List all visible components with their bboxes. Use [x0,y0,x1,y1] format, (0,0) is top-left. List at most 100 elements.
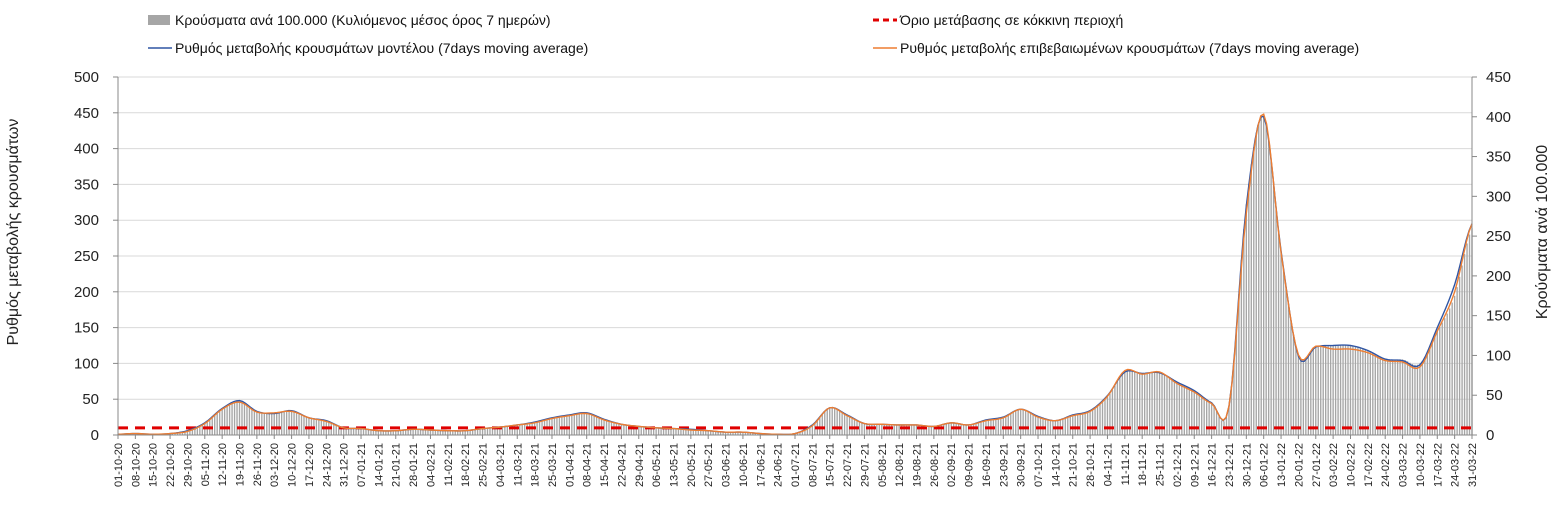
bar [796,432,799,435]
x-tick-label: 18-11-21 [1137,443,1149,486]
bar [481,428,484,435]
bar [640,426,642,435]
bar [868,424,871,435]
bar [261,412,263,435]
bar [496,427,499,435]
bar [519,424,521,435]
y2-tick-label: 50 [1486,387,1503,404]
bar [1121,374,1124,435]
bar [400,429,402,435]
bar [804,429,806,435]
bar [194,428,196,435]
bar [940,424,942,435]
bar [1171,378,1173,435]
legend-label: Ρυθμός μεταβολής επιβεβαιωμένων κρουσμάτ… [900,40,1359,56]
bar [300,415,303,435]
bar [273,413,275,435]
bar [397,430,399,435]
bar [1052,420,1054,435]
bar [1143,373,1146,435]
bar [578,413,580,435]
bar [409,429,412,435]
y2-tick-label: 250 [1486,228,1511,245]
bar [1421,360,1424,435]
y2-tick-label: 300 [1486,188,1511,205]
x-tick-label: 28-10-21 [1085,443,1097,487]
bar [724,431,727,435]
bar [598,417,600,435]
bar [566,415,568,435]
bar [1248,183,1250,435]
bar [836,408,838,435]
bar [419,429,422,435]
y-axis-title: Ρυθμός μεταβολής κρουσμάτων [5,119,22,346]
bar [1037,415,1039,435]
bar [903,425,905,435]
bar [1131,371,1133,435]
bar [538,421,541,435]
bar [1260,116,1262,435]
bar [1394,359,1396,435]
bar [524,423,526,435]
bar [241,402,243,435]
bar [1349,345,1352,435]
bar [412,429,414,435]
x-tick-label: 03-12-20 [269,443,281,487]
bar [424,429,427,435]
bar [871,424,873,435]
bar [479,428,481,435]
bar [1116,381,1119,435]
bar [1409,362,1411,435]
bar [997,417,1000,435]
bar [1448,308,1451,435]
x-tick-label: 27-05-21 [703,443,715,487]
bar [603,419,605,435]
bar [900,425,903,435]
bar [1337,345,1339,435]
bar [814,423,816,435]
bar [1382,358,1384,435]
bar [1389,360,1391,435]
bar [1354,346,1357,435]
legend-item: Ρυθμός μεταβολής κρουσμάτων μοντέλου (7d… [148,40,588,56]
bar [829,407,831,435]
bar [838,410,841,435]
x-tick-label: 04-02-21 [425,443,437,487]
bar [1431,342,1434,435]
legend-item: Ρυθμός μεταβολής επιβεβαιωμένων κρουσμάτ… [873,40,1359,56]
bar [1374,354,1376,435]
bar [1272,184,1275,435]
bar [910,424,913,435]
bar [1369,351,1372,435]
bar [427,430,429,435]
bar [843,413,846,435]
bar [1387,359,1389,435]
bar [1106,396,1109,435]
bar [1196,392,1198,435]
bar [380,431,382,435]
bar [251,408,253,435]
bar [1285,287,1287,435]
bar [717,431,719,435]
bar [863,423,866,435]
bar [714,431,717,435]
bar [1213,406,1215,435]
bar [536,421,538,435]
x-tick-label: 29-07-21 [859,443,871,487]
bar [1310,352,1312,435]
bar [1079,413,1081,435]
bar [315,419,318,435]
bar [821,414,823,435]
bar [824,411,826,435]
x-tick-label: 14-10-21 [1050,443,1062,487]
x-tick-label: 21-01-21 [391,443,403,487]
bar [1411,363,1414,435]
bar [1111,389,1114,435]
bar [218,411,221,435]
bar [754,433,757,435]
bar [742,432,744,435]
bar [893,425,895,435]
bar [672,428,675,435]
bar [1280,252,1282,435]
bar [1024,409,1027,435]
